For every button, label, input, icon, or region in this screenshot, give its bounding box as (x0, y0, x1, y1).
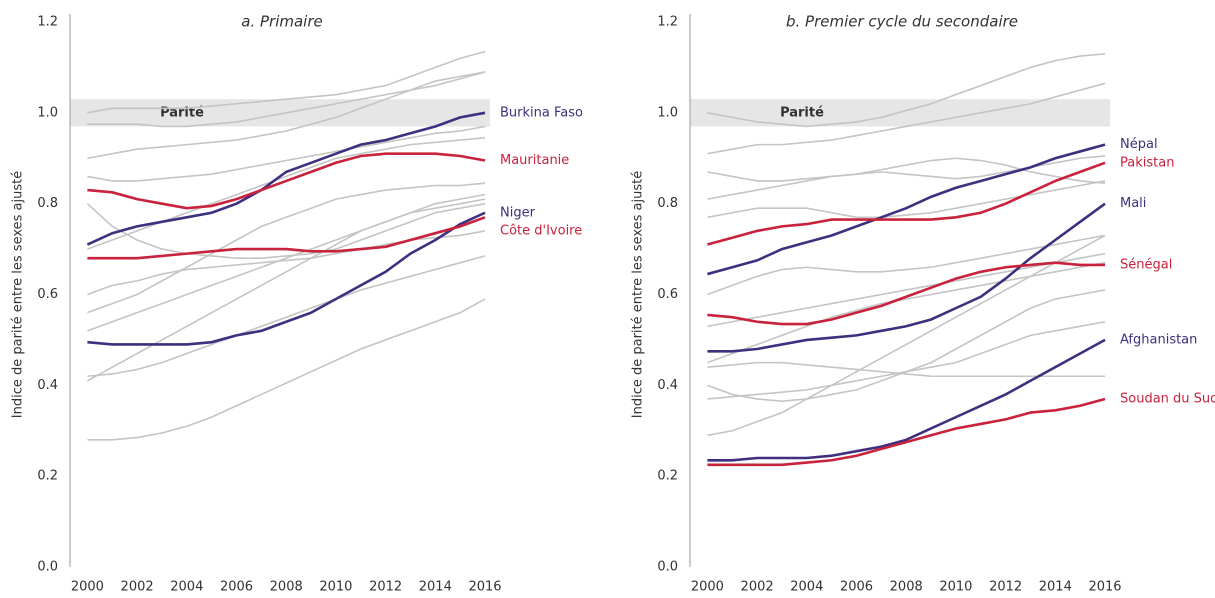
context-line (707, 234, 1106, 296)
context-line (87, 230, 486, 296)
x-tick-label: 2014 (419, 580, 452, 595)
context-line (87, 125, 486, 182)
context-line (707, 180, 1106, 219)
context-line (87, 71, 486, 128)
x-tick-label: 2004 (170, 580, 203, 595)
series-line (707, 261, 1106, 326)
y-tick-label: 1.0 (37, 105, 58, 120)
y-tick-label: 0.0 (657, 560, 678, 575)
series-label: Côte d'Ivoire (500, 223, 582, 238)
y-tick-label: 0.4 (37, 378, 58, 393)
parity-band (70, 99, 490, 127)
context-line (87, 182, 486, 314)
x-tick-label: 2012 (369, 580, 402, 595)
context-line (707, 261, 1106, 364)
series-line (87, 211, 486, 346)
x-tick-label: 2014 (1039, 580, 1072, 595)
x-tick-label: 2002 (121, 580, 154, 595)
series-label: Burkina Faso (500, 105, 583, 120)
y-tick-label: 0.8 (657, 196, 678, 211)
x-tick-label: 2016 (1088, 580, 1121, 595)
context-line (87, 50, 486, 114)
series-line (707, 338, 1106, 462)
series-label: Soudan du Sud (1120, 391, 1215, 406)
x-tick-label: 2000 (691, 580, 724, 595)
x-tick-label: 2016 (468, 580, 501, 595)
y-tick-label: 0.6 (657, 287, 678, 302)
x-tick-label: 2000 (71, 580, 104, 595)
x-tick-label: 2008 (270, 580, 303, 595)
x-tick-label: 2006 (840, 580, 873, 595)
y-tick-label: 0.2 (657, 469, 678, 484)
x-tick-label: 2010 (939, 580, 972, 595)
series-line (87, 216, 486, 260)
context-line (87, 255, 486, 378)
series-label: Sénégal (1120, 257, 1172, 272)
series-label: Niger (500, 205, 536, 220)
y-tick-label: 1.2 (657, 15, 678, 30)
parity-label: Parité (780, 105, 824, 120)
context-line (87, 137, 486, 250)
y-axis-label: Indice de parité entre les sexes ajusté (631, 171, 646, 418)
context-line (707, 361, 1106, 378)
series-line (86, 111, 486, 246)
context-line (707, 155, 1106, 200)
context-line (87, 298, 486, 441)
y-tick-label: 1.0 (657, 105, 678, 120)
y-tick-label: 0.2 (37, 469, 58, 484)
series-label: Pakistan (1120, 155, 1174, 170)
y-tick-label: 0.8 (37, 196, 58, 211)
y-tick-label: 0.0 (37, 560, 58, 575)
x-tick-label: 2008 (890, 580, 923, 595)
context-line (707, 82, 1106, 155)
context-line (707, 289, 1106, 403)
x-tick-label: 2004 (790, 580, 823, 595)
series-line (707, 202, 1106, 353)
context-line (86, 202, 486, 259)
series-label: Afghanistan (1120, 332, 1197, 347)
context-line (707, 52, 1106, 128)
series-line (707, 161, 1106, 246)
context-line (707, 157, 1106, 185)
context-line (87, 71, 486, 160)
chart-title: b. Premier cycle du secondaire (786, 13, 1018, 31)
y-axis-label: Indice de parité entre les sexes ajusté (11, 171, 26, 418)
y-tick-label: 1.2 (37, 15, 58, 30)
context-line (87, 193, 486, 332)
series-line (707, 143, 1106, 276)
x-tick-label: 2010 (319, 580, 352, 595)
x-tick-label: 2012 (989, 580, 1022, 595)
y-tick-label: 0.6 (37, 287, 58, 302)
series-label: Mauritanie (500, 153, 569, 168)
series-label: Népal (1120, 137, 1158, 152)
context-line (707, 320, 1106, 400)
series-label: Mali (1120, 196, 1146, 211)
y-tick-label: 0.4 (657, 378, 678, 393)
series-line (707, 397, 1106, 467)
series-line (87, 152, 486, 210)
x-tick-label: 2002 (741, 580, 774, 595)
context-line (707, 252, 1106, 328)
context-line (707, 234, 1106, 437)
chart-title: a. Primaire (241, 13, 322, 31)
x-tick-label: 2006 (220, 580, 253, 595)
